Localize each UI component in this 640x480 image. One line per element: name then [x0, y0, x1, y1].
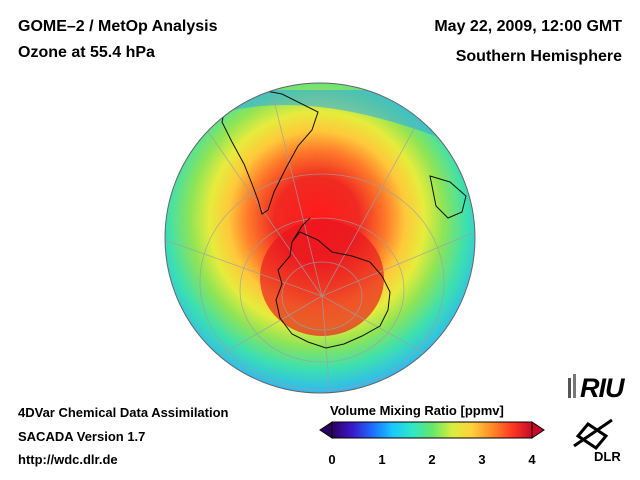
- colorbar-ramp: [331, 421, 533, 439]
- south-america-coastline: [221, 87, 319, 215]
- colorbar-max-arrow: [531, 421, 545, 439]
- dlr-logo-text: DLR: [594, 449, 621, 464]
- map-title: GOME–2 / MetOp Analysis: [18, 18, 218, 35]
- footer-method: 4DVar Chemical Data Assimilation: [18, 405, 229, 420]
- colorbar-tick: 2: [428, 452, 436, 467]
- antarctica-coastline: [275, 231, 391, 349]
- dlr-logo-icon: [573, 418, 613, 450]
- riu-logo-text: RIU: [580, 373, 624, 403]
- graticule: [165, 83, 475, 393]
- colorbar-tick: 0: [328, 452, 336, 467]
- colorbar-tick: 4: [528, 452, 536, 467]
- map-subtitle: Ozone at 55.4 hPa: [18, 44, 155, 61]
- hemisphere-label: Southern Hemisphere: [455, 48, 622, 65]
- globe-outline: [164, 82, 476, 394]
- africa-coastline: [429, 175, 467, 219]
- riu-logo-bars-icon: [568, 374, 576, 398]
- riu-logo: RIU: [566, 372, 624, 404]
- colorbar: [319, 421, 545, 439]
- colorbar-tick: 3: [478, 452, 486, 467]
- analysis-date: May 22, 2009, 12:00 GMT: [434, 18, 622, 35]
- footer-version: SACADA Version 1.7: [18, 429, 146, 444]
- colorbar-tick: 1: [378, 452, 386, 467]
- antarctic-peninsula: [291, 217, 311, 243]
- colorbar-min-arrow: [319, 421, 333, 439]
- colorbar-title: Volume Mixing Ratio [ppmv]: [330, 403, 504, 418]
- footer-url[interactable]: http://wdc.dlr.de: [18, 452, 118, 467]
